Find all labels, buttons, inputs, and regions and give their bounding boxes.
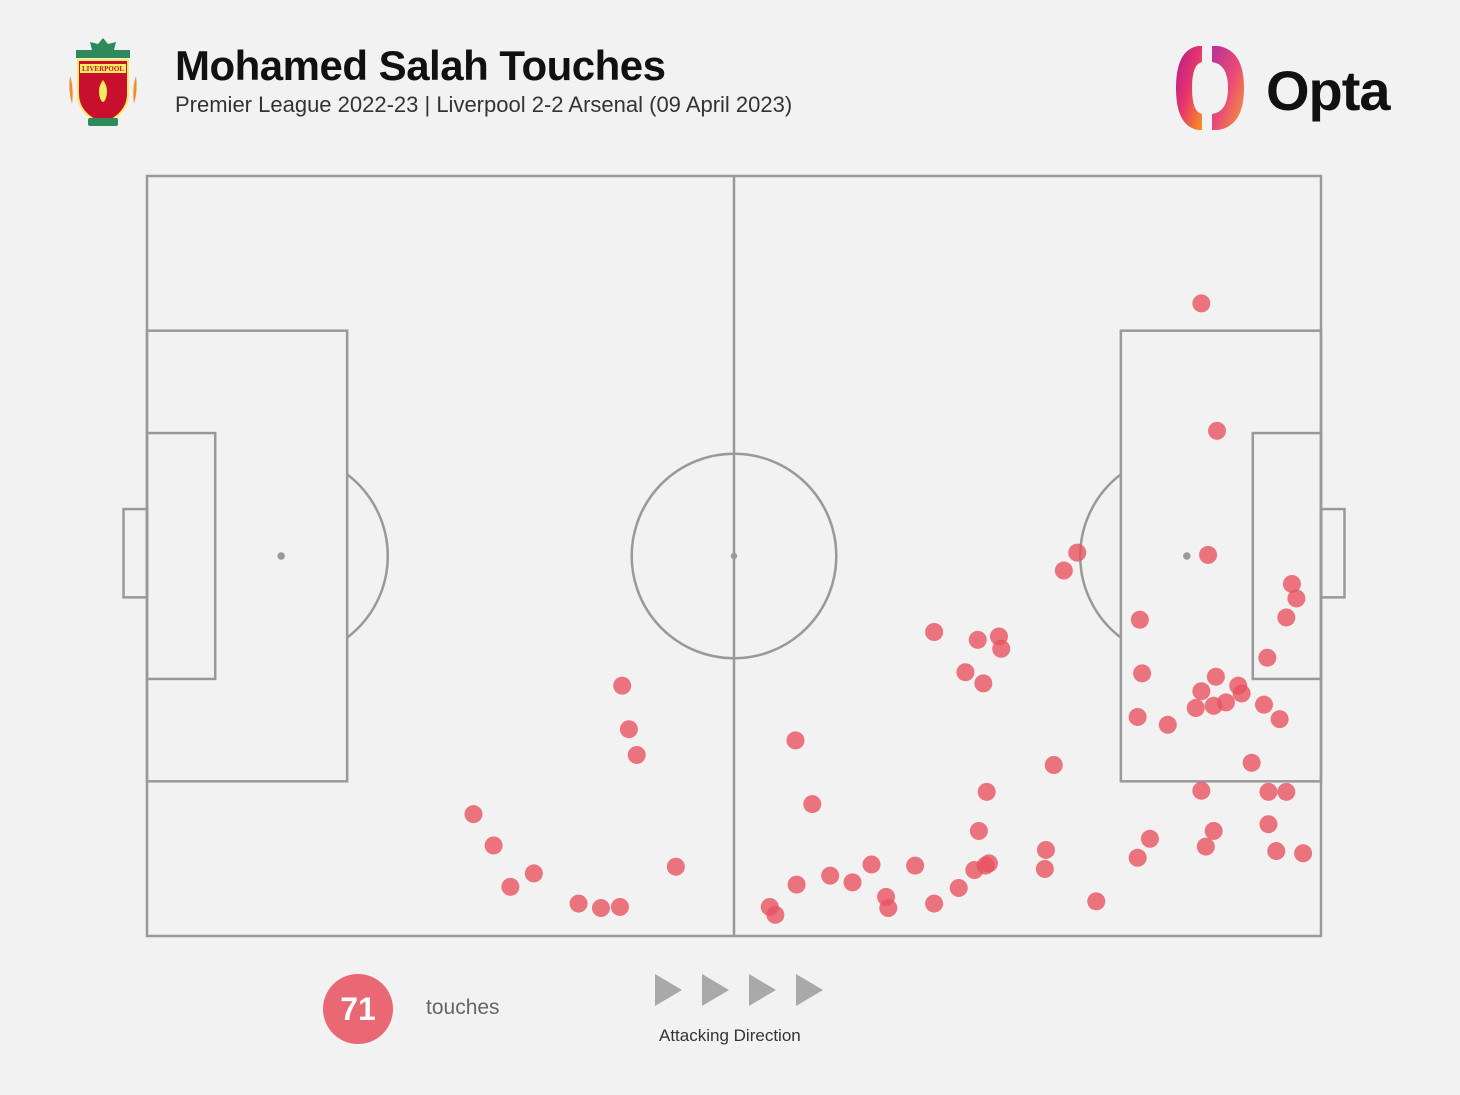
touch-marker: [979, 854, 998, 873]
touch-marker: [1192, 682, 1211, 701]
touch-marker: [610, 897, 629, 916]
touch-marker: [1186, 699, 1205, 717]
touch-marker: [968, 630, 987, 649]
touch-marker: [1128, 848, 1147, 867]
touch-marker: [613, 676, 632, 695]
left-six-yard-box: [145, 431, 217, 681]
touch-marker: [1277, 782, 1296, 801]
centre-spot: [730, 552, 738, 560]
touch-marker: [1216, 693, 1235, 712]
page-title: Mohamed Salah Touches: [175, 42, 666, 89]
touch-marker: [569, 894, 588, 913]
touch-marker: [501, 877, 520, 896]
right-penalty-arc: [1079, 473, 1122, 639]
touch-marker: [956, 663, 975, 682]
touch-marker: [666, 857, 685, 876]
touch-marker: [925, 623, 944, 641]
touch-marker: [787, 875, 806, 894]
brand: Opta: [1170, 40, 1410, 140]
touch-marker: [1206, 667, 1225, 686]
touch-marker: [1192, 294, 1211, 313]
right-penalty-spot: [1183, 552, 1191, 560]
touch-marker: [524, 864, 543, 883]
touch-marker: [1192, 781, 1211, 800]
touch-marker: [1277, 608, 1296, 627]
touch-marker: [1128, 707, 1147, 726]
left-penalty-arc: [346, 473, 389, 639]
left-penalty-spot: [277, 552, 285, 560]
touch-marker: [949, 878, 968, 897]
legend: 71 touches Attacking Direction: [0, 960, 1460, 1090]
touch-marker: [1199, 545, 1218, 564]
right-goal: [1319, 507, 1346, 599]
touch-marker: [1133, 664, 1152, 683]
touch-marker: [1140, 829, 1159, 848]
play-arrow-icon: [702, 974, 729, 1006]
touch-marker: [992, 639, 1011, 658]
touch-marker: [1208, 421, 1227, 440]
pitch-lines: [122, 174, 1346, 938]
play-arrow-icon: [655, 974, 682, 1006]
svg-text:LIVERPOOL: LIVERPOOL: [82, 65, 124, 73]
opta-logo-icon: [1176, 46, 1244, 130]
touch-marker: [1270, 710, 1289, 729]
touch-marker: [1035, 859, 1054, 878]
touch-marker: [803, 795, 822, 814]
touch-marker: [1254, 695, 1273, 714]
touch-marker: [464, 805, 483, 824]
touch-count-label: touches: [426, 996, 500, 1019]
touch-marker: [1242, 753, 1261, 772]
touch-markers: [464, 294, 1313, 924]
brand-name: Opta: [1266, 59, 1391, 122]
touch-marker: [821, 866, 840, 885]
touch-count-badge: 71: [323, 974, 393, 1044]
touch-marker: [969, 821, 988, 840]
touch-marker: [1294, 844, 1313, 863]
attacking-direction-label: Attacking Direction: [659, 1026, 801, 1045]
right-penalty-area: [1119, 329, 1323, 783]
touch-marker: [1054, 561, 1073, 580]
left-penalty-area: [145, 329, 349, 783]
page-subtitle: Premier League 2022-23 | Liverpool 2-2 A…: [175, 92, 793, 117]
touch-marker: [484, 836, 503, 855]
touch-marker: [1068, 543, 1087, 562]
touch-marker: [879, 899, 898, 918]
touch-marker: [1158, 715, 1177, 734]
touch-marker: [627, 745, 646, 764]
touch-marker: [760, 897, 779, 916]
touch-marker: [974, 674, 993, 693]
liverpool-crest-icon: LIVERPOOL: [69, 38, 137, 126]
touch-marker: [843, 873, 862, 892]
touch-marker: [862, 855, 881, 874]
touch-marker: [1287, 589, 1306, 608]
touch-marker: [619, 720, 638, 739]
touch-marker: [1229, 676, 1248, 695]
play-arrow-icon: [796, 974, 823, 1006]
touch-marker: [786, 731, 805, 750]
right-six-yard-box: [1251, 431, 1323, 681]
touch-marker: [1087, 892, 1106, 911]
touch-marker: [591, 899, 610, 918]
touch-marker: [906, 856, 925, 875]
header: LIVERPOOL Mohamed Salah Touches Premier …: [0, 0, 1460, 160]
touch-marker: [1258, 648, 1277, 667]
touch-marker: [1259, 782, 1278, 801]
left-goal: [122, 507, 149, 599]
touch-marker: [1044, 756, 1063, 774]
attacking-direction-arrows: [655, 974, 823, 1006]
touch-marker: [925, 894, 944, 913]
touch-marker: [977, 782, 996, 801]
touch-marker: [1267, 842, 1286, 861]
centre-circle: [630, 452, 838, 660]
touch-marker: [1259, 815, 1278, 834]
play-arrow-icon: [749, 974, 776, 1006]
touch-marker: [1204, 821, 1223, 840]
touch-marker: [1196, 837, 1215, 856]
touch-marker: [1130, 610, 1149, 629]
touch-marker: [1282, 574, 1301, 593]
touch-marker: [1036, 840, 1055, 859]
